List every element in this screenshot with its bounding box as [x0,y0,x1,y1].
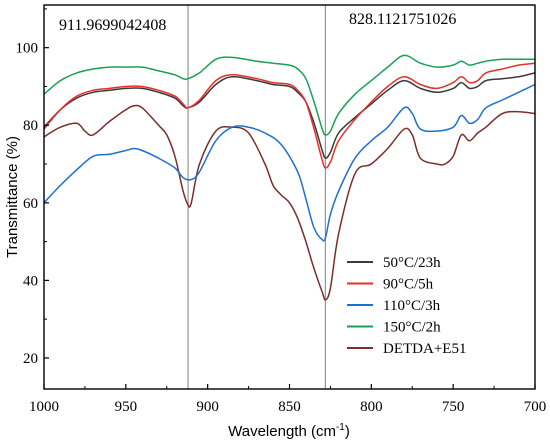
axis-ticks: 1000 950 900 850 800 750 700 20 40 60 80 100 [16,8,547,415]
x-axis-label-sup: -1 [336,422,345,433]
series-line-4 [43,54,536,136]
reference-lines [187,5,326,389]
x-tick-label-700: 700 [524,399,547,415]
x-tick-label-900: 900 [196,399,219,415]
legend-label-1: 50°C/23h [383,255,441,271]
legend-label-2: 90°C/5h [383,277,434,293]
x-axis-label-end: ) [345,423,350,440]
series-line-1 [43,72,536,159]
legend-label-4: 150°C/2h [383,320,441,336]
x-axis-label-main: Wavelength (cm [228,423,336,440]
plot-frame [43,4,536,390]
y-tick-label-40: 40 [23,273,38,289]
legend-label-5: DETDA+E51 [383,341,466,357]
y-axis-label: Transmittance (%) [4,136,21,258]
series-line-3 [43,83,536,242]
series-line-5 [43,104,536,301]
series-line-2 [43,62,536,169]
x-tick-label-850: 850 [278,399,301,415]
y-tick-label-20: 20 [23,351,38,367]
reference-line-label-2: 828.1121751026 [349,11,456,28]
y-tick-label-100: 100 [16,41,39,57]
x-tick-label-750: 750 [442,399,465,415]
reference-line-label-1: 911.9699042408 [59,17,166,34]
reference-line-labels: 911.9699042408 828.1121751026 [59,11,456,34]
legend: 50°C/23h 90°C/5h 110°C/3h 150°C/2h DETDA+E51 [347,255,466,357]
y-tick-label-80: 80 [23,118,38,134]
x-tick-label-800: 800 [360,399,383,415]
x-tick-label-950: 950 [115,399,138,415]
series-layer [43,54,536,301]
y-tick-label-60: 60 [23,196,38,212]
x-tick-label-1000: 1000 [29,399,59,415]
legend-label-3: 110°C/3h [383,298,441,314]
x-axis-label: Wavelength (cm-1) [228,422,350,440]
